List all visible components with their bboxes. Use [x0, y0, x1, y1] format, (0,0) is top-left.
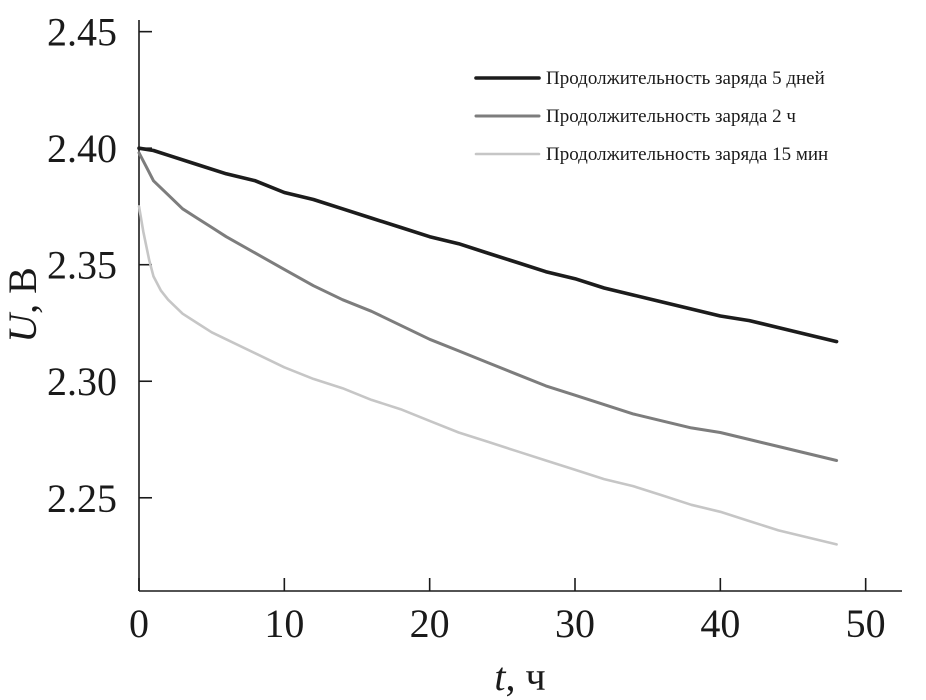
series-lines	[137, 146, 839, 546]
legend-label-1: Продолжительность заряда 5 дней	[546, 68, 825, 89]
axes: 0 10 20 30 40 50 2.25 2.30 2.35 2.40 2.45	[47, 10, 902, 646]
y-axis-label: U, В	[0, 267, 45, 343]
x-axis-label: t, ч	[494, 654, 545, 699]
x-tick-label: 0	[129, 601, 149, 646]
y-tick-label: 2.45	[47, 10, 117, 55]
legend-label-3: Продолжительность заряда 15 мин	[546, 144, 828, 165]
x-axis-symbol: t	[494, 654, 506, 699]
legend: Продолжительность заряда 5 дней Продолжит…	[474, 68, 828, 165]
y-tick-label: 2.35	[47, 243, 117, 288]
x-tick-label: 50	[846, 601, 886, 646]
legend-label-2: Продолжительность заряда 2 ч	[546, 106, 796, 127]
y-tick-label: 2.40	[47, 126, 117, 171]
x-tick-label: 10	[264, 601, 304, 646]
x-axis-unit: , ч	[506, 654, 546, 699]
series-line-1	[137, 146, 839, 344]
x-tick-label: 20	[410, 601, 450, 646]
series-line-2	[137, 151, 839, 462]
y-axis-unit: , В	[0, 267, 45, 314]
x-tick-label: 30	[555, 601, 595, 646]
y-axis-symbol: U	[0, 311, 45, 343]
y-tick-label: 2.25	[47, 476, 117, 521]
y-tick-label: 2.30	[47, 359, 117, 404]
x-tick-label: 40	[700, 601, 740, 646]
series-line-3	[137, 205, 838, 546]
